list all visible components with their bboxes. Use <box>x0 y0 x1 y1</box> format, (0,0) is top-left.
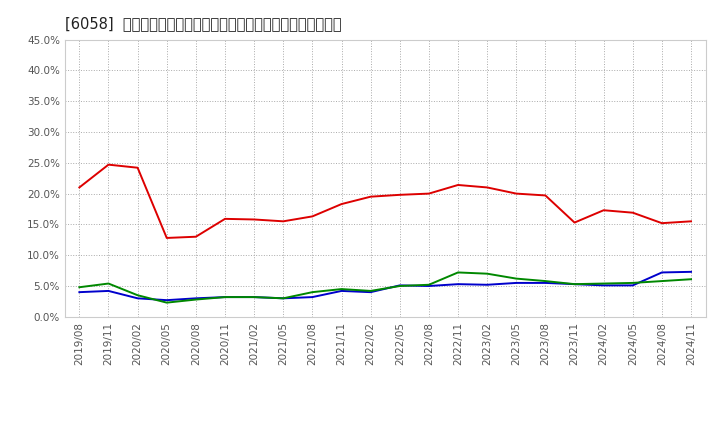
Text: [6058]  売上債権、在庫、買入債務の総資産に対する比率の推移: [6058] 売上債権、在庫、買入債務の総資産に対する比率の推移 <box>65 16 341 32</box>
